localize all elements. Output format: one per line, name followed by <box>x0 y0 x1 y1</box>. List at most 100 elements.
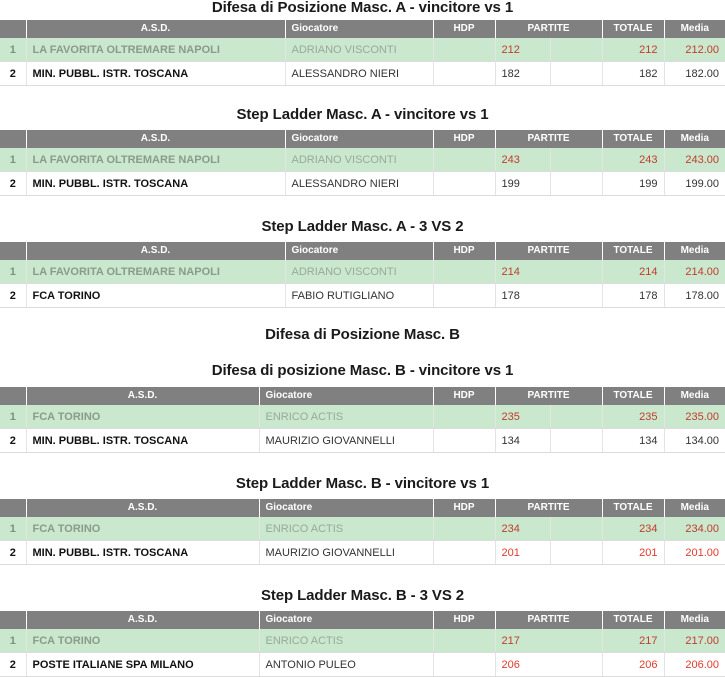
cell-partite: 217 <box>495 629 603 653</box>
cell-asd: MIN. PUBBL. ISTR. TOSCANA <box>26 540 260 565</box>
results-table-6: A.S.D. Giocatore HDP PARTITE TOTALE Media 1 FCA… <box>0 611 725 677</box>
cell-asd: FCA TORINO <box>26 629 260 653</box>
cell-totale: 243 <box>602 148 665 172</box>
cell-totale: 199 <box>602 171 665 196</box>
col-header-media: Media <box>664 499 725 517</box>
cell-totale: 201 <box>602 540 665 565</box>
table-row: 1 FCA TORINO ENRICO ACTIS 217 217 217.00 <box>0 629 725 653</box>
cell-totale: 212 <box>602 38 665 62</box>
col-header-asd: A.S.D. <box>26 611 260 629</box>
cell-media: 134.00 <box>664 428 725 453</box>
result-block-4: Difesa di posizione Masc. B - vincitore … <box>0 362 725 453</box>
cell-giocatore: MAURIZIO GIOVANNELLI <box>259 540 434 565</box>
cell-hdp <box>433 148 496 172</box>
cell-partite: 214 <box>495 260 603 284</box>
cell-partite: 243 <box>495 148 551 172</box>
cell-giocatore: ADRIANO VISCONTI <box>285 38 434 62</box>
result-block-6: Step Ladder Masc. B - 3 VS 2 A.S.D. Gioca… <box>0 587 725 677</box>
cell-giocatore: MAURIZIO GIOVANNELLI <box>259 428 434 453</box>
cell-partite-extra <box>550 405 603 429</box>
cell-hdp <box>433 171 496 196</box>
col-header-totale: TOTALE <box>602 20 665 38</box>
results-table-5: A.S.D. Giocatore HDP PARTITE TOTALE Media 1 FCA… <box>0 499 725 565</box>
cell-media: 217.00 <box>664 629 725 653</box>
cell-hdp <box>433 260 496 284</box>
cell-hdp <box>433 629 496 653</box>
cell-asd: FCA TORINO <box>26 405 260 429</box>
cell-partite: 201 <box>495 540 551 565</box>
table-header-row: A.S.D. Giocatore HDP PARTITE TOTALE Media <box>0 130 725 148</box>
col-header-position <box>0 611 27 629</box>
cell-asd: MIN. PUBBL. ISTR. TOSCANA <box>26 428 260 453</box>
cell-asd: LA FAVORITA OLTREMARE NAPOLI <box>26 148 286 172</box>
spacer <box>0 565 725 587</box>
col-header-media: Media <box>664 242 725 260</box>
results-table-3: A.S.D. Giocatore HDP PARTITE TOTALE Media 1 LA … <box>0 242 725 308</box>
cell-position: 2 <box>0 283 27 308</box>
cell-position: 1 <box>0 629 27 653</box>
cell-media: 214.00 <box>664 260 725 284</box>
results-table-4: A.S.D. Giocatore HDP PARTITE TOTALE Media 1 FCA… <box>0 387 725 453</box>
block-title-2: Step Ladder Masc. A - vincitore vs 1 <box>236 106 489 123</box>
table-header-row: A.S.D. Giocatore HDP PARTITE TOTALE Media <box>0 387 725 405</box>
table-row: 2 MIN. PUBBL. ISTR. TOSCANA ALESSANDRO NIE… <box>0 61 725 86</box>
col-header-asd: A.S.D. <box>26 387 260 405</box>
cell-hdp <box>433 283 496 308</box>
results-table-1: A.S.D. Giocatore HDP PARTITE TOTALE Media 1 LA … <box>0 20 725 86</box>
cell-giocatore: ADRIANO VISCONTI <box>285 148 434 172</box>
table-row: 1 LA FAVORITA OLTREMARE NAPOLI ADRIANO VIS… <box>0 148 725 172</box>
col-header-totale: TOTALE <box>602 611 665 629</box>
cell-totale: 235 <box>602 405 665 429</box>
cell-hdp <box>433 61 496 86</box>
spacer <box>0 308 725 326</box>
col-header-totale: TOTALE <box>602 242 665 260</box>
cell-partite-extra <box>550 540 603 565</box>
cell-position: 1 <box>0 148 27 172</box>
cell-partite: 212 <box>495 38 551 62</box>
cell-media: 178.00 <box>664 283 725 308</box>
cell-media: 212.00 <box>664 38 725 62</box>
cell-media: 199.00 <box>664 171 725 196</box>
cell-position: 2 <box>0 61 27 86</box>
spacer <box>0 196 725 218</box>
col-header-totale: TOTALE <box>602 387 665 405</box>
col-header-media: Media <box>664 130 725 148</box>
table-header-row: A.S.D. Giocatore HDP PARTITE TOTALE Media <box>0 611 725 629</box>
table-row: 2 MIN. PUBBL. ISTR. TOSCANA MAURIZIO GIOVA… <box>0 540 725 565</box>
cell-media: 201.00 <box>664 540 725 565</box>
cell-asd: MIN. PUBBL. ISTR. TOSCANA <box>26 171 286 196</box>
cell-hdp <box>433 38 496 62</box>
col-header-totale: TOTALE <box>602 499 665 517</box>
cell-media: 235.00 <box>664 405 725 429</box>
result-block-5: Step Ladder Masc. B - vincitore vs 1 A.S… <box>0 475 725 565</box>
col-header-asd: A.S.D. <box>26 130 286 148</box>
table-header-row: A.S.D. Giocatore HDP PARTITE TOTALE Media <box>0 499 725 517</box>
cell-partite-extra <box>550 517 603 541</box>
col-header-partite: PARTITE <box>495 20 603 38</box>
col-header-giocatore: Giocatore <box>285 20 434 38</box>
col-header-asd: A.S.D. <box>26 242 286 260</box>
cell-position: 1 <box>0 38 27 62</box>
table-slot-2: A.S.D. Giocatore HDP PARTITE TOTALE Media 1 LA … <box>0 130 725 196</box>
table-row: 2 FCA TORINO FABIO RUTIGLIANO 178 178 178.00 <box>0 283 725 308</box>
cell-giocatore: ALESSANDRO NIERI <box>285 61 434 86</box>
col-header-partite: PARTITE <box>495 499 603 517</box>
col-header-hdp: HDP <box>433 387 496 405</box>
col-header-partite: PARTITE <box>495 130 603 148</box>
results-table-2: A.S.D. Giocatore HDP PARTITE TOTALE Media 1 LA … <box>0 130 725 196</box>
cell-hdp <box>433 405 496 429</box>
col-header-hdp: HDP <box>433 611 496 629</box>
table-header-row: A.S.D. Giocatore HDP PARTITE TOTALE Media <box>0 242 725 260</box>
block-title-4: Difesa di posizione Masc. B - vincitore … <box>211 362 514 379</box>
block-title-1: Difesa di Posizione Masc. A - vincitore … <box>211 0 514 16</box>
cell-media: 234.00 <box>664 517 725 541</box>
cell-hdp <box>433 540 496 565</box>
cell-asd: FCA TORINO <box>26 517 260 541</box>
cell-partite-extra <box>550 61 603 86</box>
cell-partite-extra <box>550 171 603 196</box>
cell-totale: 214 <box>602 260 665 284</box>
col-header-asd: A.S.D. <box>26 20 286 38</box>
table-slot-1: A.S.D. Giocatore HDP PARTITE TOTALE Media 1 LA … <box>0 20 725 86</box>
cell-partite: 234 <box>495 517 551 541</box>
cell-position: 1 <box>0 517 27 541</box>
